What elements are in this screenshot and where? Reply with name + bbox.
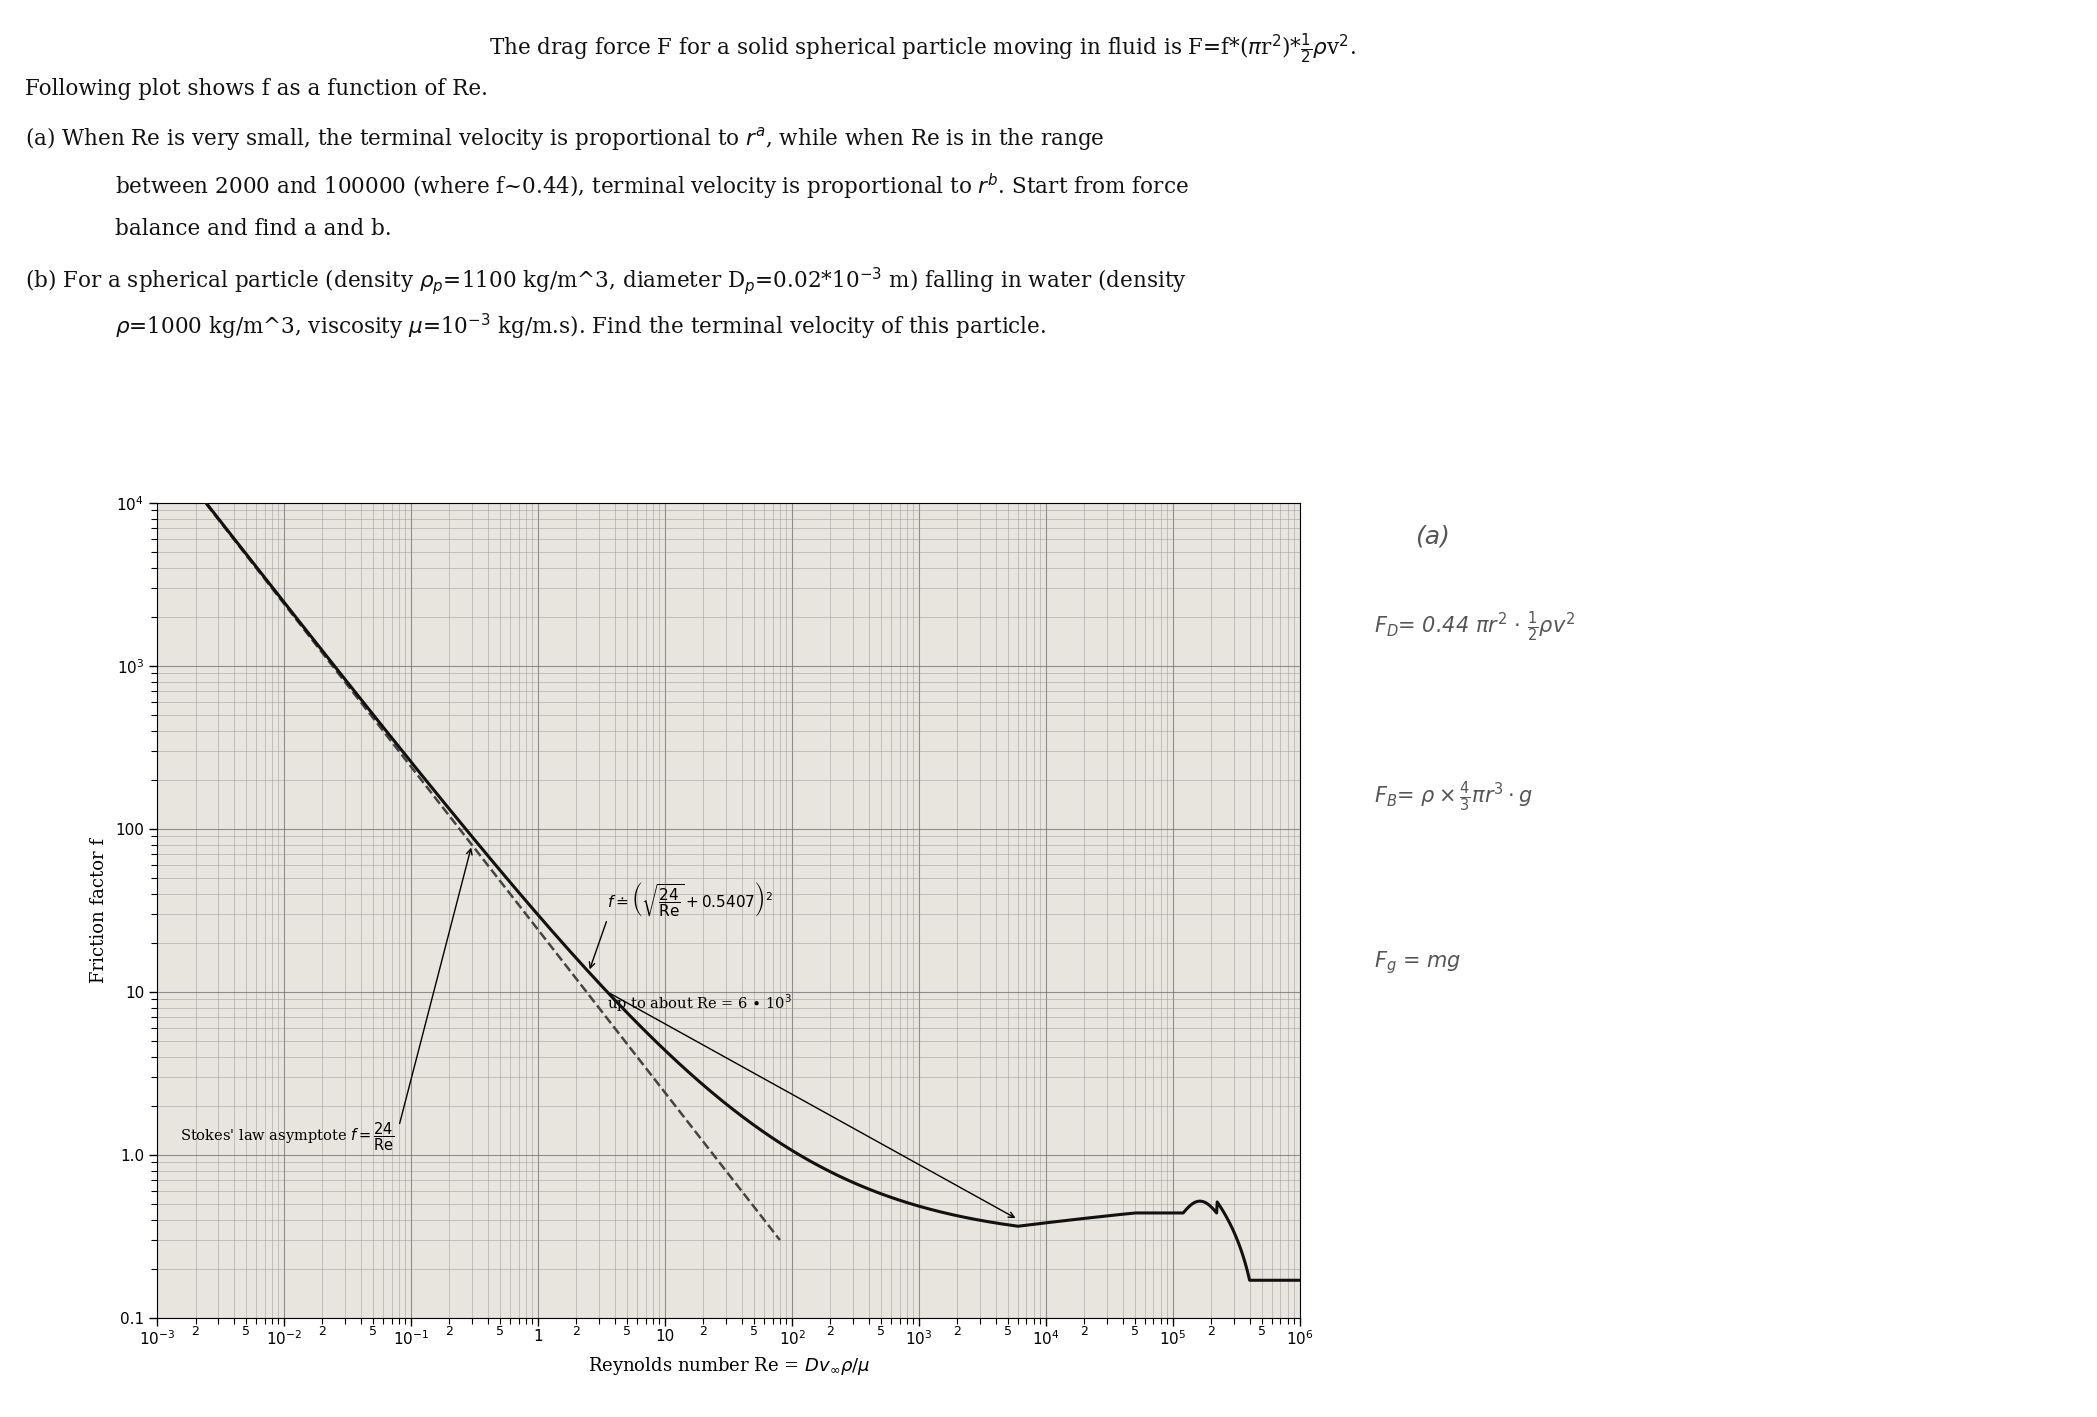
Text: $F_D$= 0.44 $\pi r^2$ $\cdot$ $\frac{1}{2}$$\rho v^2$: $F_D$= 0.44 $\pi r^2$ $\cdot$ $\frac{1}{… xyxy=(1374,609,1575,643)
Text: (a): (a) xyxy=(1415,524,1451,548)
Y-axis label: Friction factor f: Friction factor f xyxy=(90,837,109,983)
Text: Stokes' law asymptote $f = \dfrac{24}{\mathrm{Re}}$: Stokes' law asymptote $f = \dfrac{24}{\m… xyxy=(180,1119,394,1152)
Text: The drag force F for a solid spherical particle moving in fluid is F=f*($\pi$r$^: The drag force F for a solid spherical p… xyxy=(489,31,1357,67)
X-axis label: Reynolds number Re = $Dv_\infty\rho/\mu$: Reynolds number Re = $Dv_\infty\rho/\mu$ xyxy=(587,1355,870,1376)
Text: up to about Re = 6 $\bullet$ 10$^3$: up to about Re = 6 $\bullet$ 10$^3$ xyxy=(608,992,793,1013)
Text: between 2000 and 100000 (where f~0.44), terminal velocity is proportional to $r^: between 2000 and 100000 (where f~0.44), … xyxy=(115,171,1189,201)
Text: Following plot shows f as a function of Re.: Following plot shows f as a function of … xyxy=(25,78,489,101)
Text: $\rho$=1000 kg/m^3, viscosity $\mu$=10$^{-3}$ kg/m.s). Find the terminal velocit: $\rho$=1000 kg/m^3, viscosity $\mu$=10$^… xyxy=(115,312,1046,341)
Text: $f \doteq \left(\sqrt{\dfrac{24}{\mathrm{Re}}} + 0.5407\right)^2$: $f \doteq \left(\sqrt{\dfrac{24}{\mathrm… xyxy=(608,880,774,920)
Text: balance and find a and b.: balance and find a and b. xyxy=(115,218,392,241)
Text: $F_g$ = $mg$: $F_g$ = $mg$ xyxy=(1374,949,1462,976)
Text: $F_B$= $\rho \times \frac{4}{3}\pi r^3 \cdot g$: $F_B$= $\rho \times \frac{4}{3}\pi r^3 \… xyxy=(1374,779,1533,813)
Text: (a) When Re is very small, the terminal velocity is proportional to $r^a$, while: (a) When Re is very small, the terminal … xyxy=(25,125,1105,152)
Text: (b) For a spherical particle (density $\rho_p$=1100 kg/m^3, diameter D$_p$=0.02*: (b) For a spherical particle (density $\… xyxy=(25,265,1187,298)
